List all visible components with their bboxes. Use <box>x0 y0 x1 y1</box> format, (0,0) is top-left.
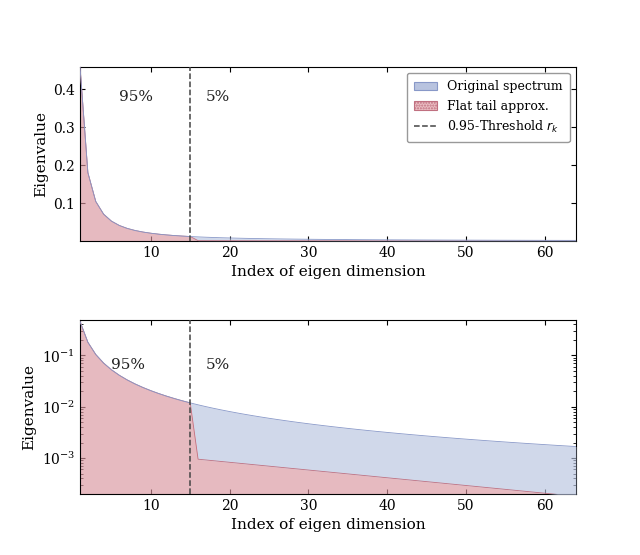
Text: 95%: 95% <box>111 358 145 372</box>
Text: 5%: 5% <box>206 90 230 104</box>
X-axis label: Index of eigen dimension: Index of eigen dimension <box>230 265 426 280</box>
X-axis label: Index of eigen dimension: Index of eigen dimension <box>230 518 426 532</box>
Y-axis label: Eigenvalue: Eigenvalue <box>34 111 48 197</box>
Y-axis label: Eigenvalue: Eigenvalue <box>22 364 36 450</box>
Legend: Original spectrum, Flat tail approx., 0.95-Threshold $r_k$: Original spectrum, Flat tail approx., 0.… <box>406 73 570 143</box>
Text: 95%: 95% <box>120 90 154 104</box>
Text: 5%: 5% <box>206 358 230 372</box>
